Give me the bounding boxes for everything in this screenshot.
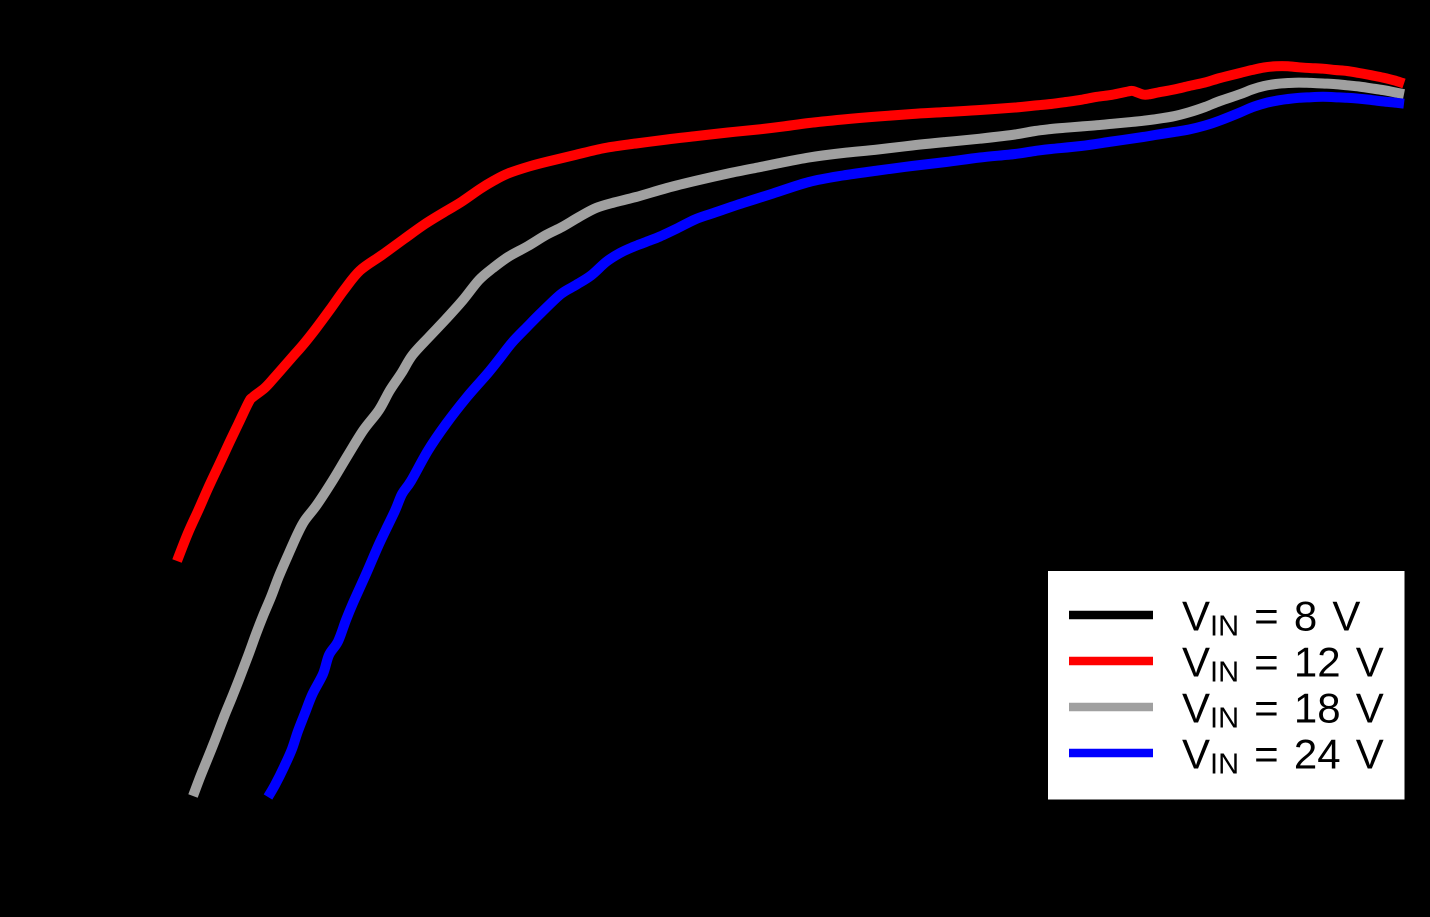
svg-text:VIN = 8 V: VIN = 8 V (1182, 592, 1360, 642)
svg-text:VIN = 12 V: VIN = 12 V (1182, 638, 1384, 688)
svg-text:VIN = 18 V: VIN = 18 V (1182, 684, 1384, 734)
